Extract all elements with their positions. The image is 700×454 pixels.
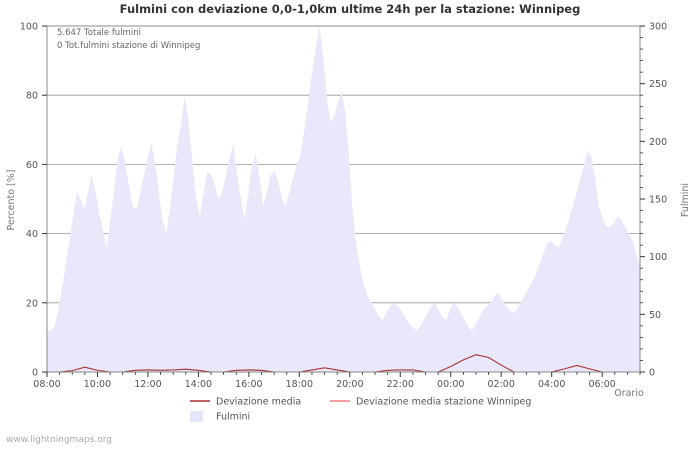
chart-legend: Deviazione media Deviazione media stazion… [190,397,531,423]
y-axis-right-ticks: 0 50 100 150 200 250 300 [640,22,667,379]
x-tick-label-10: 04:00 [538,379,565,390]
legend-label-2: Fulmini [216,412,250,423]
x-tick-label-7: 22:00 [387,379,414,390]
x-tick-label-9: 02:00 [488,379,515,390]
y-tick-label-right-2: 100 [649,252,667,263]
legend-label-1: Deviazione media stazione Winnipeg [356,397,531,408]
y-tick-label-right-1: 50 [649,310,661,321]
x-tick-label-5: 18:00 [286,379,313,390]
legend-item-2: Fulmini [190,411,250,423]
x-tick-label-0: 08:00 [33,379,60,390]
legend-item-1: Deviazione media stazione Winnipeg [330,397,531,408]
y-tick-label-left-1: 20 [26,298,38,309]
y-axis-left-ticks: 0 20 40 60 80 100 [20,22,47,379]
legend-label-0: Deviazione media [216,397,301,408]
legend-item-0: Deviazione media [190,397,301,408]
x-tick-label-6: 20:00 [336,379,363,390]
legend-swatch-2 [190,411,203,422]
y-tick-label-right-6: 300 [649,22,667,33]
chart-title: Fulmini con deviazione 0,0-1,0km ultime … [120,2,581,16]
x-axis-title: Orario [614,388,644,399]
y-tick-label-left-2: 40 [26,229,38,240]
series-fulmini-area [47,26,640,372]
area-fill-fulmini [47,26,640,372]
footer-url: www.lightningmaps.org [6,435,112,445]
x-tick-label-1: 10:00 [84,379,111,390]
annotation-total-strikes: 5.647 Totale fulmini [57,28,141,38]
x-tick-label-3: 14:00 [185,379,212,390]
y-axis-left-title: Percento [%] [6,169,17,230]
y-tick-label-right-3: 150 [649,195,667,206]
y-tick-label-right-4: 200 [649,137,667,148]
y-tick-label-left-0: 0 [32,368,38,379]
y-tick-label-right-5: 250 [649,79,667,90]
x-tick-label-4: 16:00 [235,379,262,390]
x-tick-label-2: 12:00 [134,379,161,390]
y-tick-label-left-3: 60 [26,160,38,171]
y-tick-label-left-4: 80 [26,91,38,102]
y-tick-label-left-5: 100 [20,22,38,33]
x-tick-label-11: 06:00 [588,379,615,390]
annotation-station-strikes: 0 Tot.fulmini stazione di Winnipeg [57,41,200,51]
y-tick-label-right-0: 0 [649,368,655,379]
x-tick-label-8: 00:00 [437,379,464,390]
y-axis-right-title: Fulmini [680,183,691,217]
x-axis-ticks: 08:00 10:00 12:00 14:00 16:00 18:00 20:00 22:00… [33,372,641,390]
